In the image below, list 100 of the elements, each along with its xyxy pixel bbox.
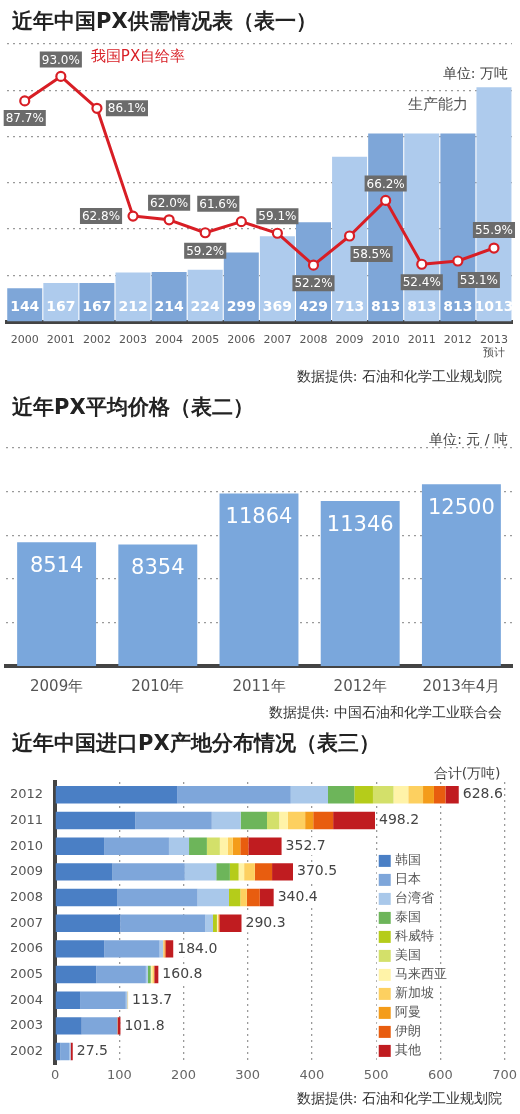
data-label: 59.1%: [258, 209, 297, 224]
data-label: 11346: [326, 511, 394, 536]
data-label: 52.4%: [402, 275, 441, 290]
y-tick-label: 2011: [9, 811, 44, 827]
legend-label: 日本: [394, 871, 421, 887]
data-label: 11864: [225, 504, 293, 529]
data-label: 1013: [474, 298, 514, 315]
x-tick-label: 2011年: [232, 676, 286, 695]
data-label: 8514: [29, 552, 84, 577]
total-label: 498.2: [379, 811, 420, 828]
y-tick-label: 2012: [9, 786, 44, 802]
x-tick-label: 700: [492, 1066, 518, 1082]
legend-label: 伊朗: [394, 1023, 421, 1039]
data-label: 61.6%: [199, 196, 238, 211]
total-label: 27.5: [76, 1042, 108, 1059]
x-tick-label: 2012年: [333, 676, 387, 695]
legend-label: 马来西亚: [394, 966, 447, 982]
data-label: 369: [262, 298, 293, 315]
total-label: 113.7: [132, 990, 173, 1007]
x-tick-label: 200: [171, 1066, 196, 1082]
y-tick-label: 2007: [9, 914, 44, 930]
x-tick-label: 400: [299, 1066, 325, 1082]
x-tick-label: 2006: [227, 333, 256, 347]
data-label: 144: [10, 298, 40, 315]
x-tick-label: 2000: [10, 333, 39, 347]
y-tick-label: 2008: [9, 888, 44, 904]
text: 单位: 元 / 吨: [429, 430, 508, 447]
series-label: 我国PX自给率: [90, 47, 186, 66]
x-tick-label: 2011: [407, 333, 436, 347]
data-label: 93.0%: [41, 52, 80, 67]
data-label: 429: [298, 298, 329, 315]
chart-title: 近年中国PX供需情况表（表一）: [11, 8, 318, 35]
legend-label: 泰国: [394, 909, 421, 925]
data-label: 58.5%: [352, 247, 391, 262]
x-tick-label: 2013 预计: [479, 333, 508, 360]
x-tick-label: 2008: [299, 333, 328, 347]
legend-label: 其他: [394, 1042, 421, 1058]
legend-label: 新加坡: [394, 985, 434, 1001]
total-label: 370.5: [297, 862, 338, 879]
total-label: 628.6: [462, 785, 503, 802]
y-tick-label: 2004: [9, 991, 44, 1007]
y-tick-label: 2005: [9, 965, 44, 981]
total-label: 101.8: [124, 1016, 165, 1033]
data-label: 713: [334, 298, 365, 315]
legend-label: 美国: [394, 947, 421, 963]
data-label: 55.9%: [474, 223, 514, 238]
data-label: 212: [118, 298, 148, 315]
x-tick-label: 600: [427, 1066, 453, 1082]
x-tick-label: 500: [363, 1066, 389, 1082]
x-tick-label: 2010: [371, 333, 400, 347]
total-label: 160.8: [162, 965, 203, 982]
data-label: 62.0%: [150, 195, 189, 210]
data-label: 53.1%: [459, 273, 498, 288]
data-label: 52.2%: [294, 276, 333, 291]
total-label: 184.0: [177, 939, 218, 956]
data-label: 224: [190, 298, 221, 315]
x-tick-label: 2007: [263, 333, 292, 347]
data-label: 59.2%: [186, 243, 225, 258]
legend-label: 韩国: [394, 852, 421, 868]
x-tick-label: 2013年4月: [422, 676, 501, 695]
x-tick-label: 0: [50, 1066, 60, 1082]
data-label: 214: [154, 298, 184, 315]
chart-title: 近年中国进口PX产地分布情况（表三）: [11, 730, 381, 757]
data-label: 12500: [427, 494, 495, 519]
x-tick-label: 2004: [155, 333, 184, 347]
x-tick-label: 2010年: [131, 676, 185, 695]
x-tick-label: 2003: [119, 333, 148, 347]
data-label: 66.2%: [366, 176, 405, 191]
chart-title: 近年PX平均价格（表二）: [11, 394, 255, 421]
data-label: 167: [46, 298, 76, 315]
text: 合计(万吨): [433, 764, 501, 781]
x-tick-label: 300: [235, 1066, 261, 1082]
total-label: 290.3: [245, 913, 286, 930]
y-tick-label: 2006: [9, 940, 44, 956]
series-label: 生产能力: [408, 95, 469, 114]
legend-label: 科威特: [394, 928, 434, 944]
data-label: 299: [226, 298, 256, 315]
data-label: 62.8%: [81, 209, 121, 224]
data-label: 813: [407, 298, 437, 315]
y-tick-label: 2010: [9, 837, 44, 853]
x-tick-label: 2002: [82, 333, 111, 347]
x-tick-label: 2009: [335, 333, 364, 347]
total-label: 352.7: [285, 836, 326, 853]
text: 数据提供: 石油和化学工业规划院: [295, 367, 503, 386]
text: 数据提供: 中国石油和化学工业联合会: [267, 703, 503, 722]
x-tick-label: 100: [106, 1066, 132, 1082]
total-label: 340.4: [277, 888, 318, 905]
text: 数据提供: 石油和化学工业规划院: [295, 1089, 503, 1108]
data-label: 86.1%: [107, 101, 146, 116]
legend-label: 阿曼: [394, 1004, 421, 1020]
data-label: 813: [371, 298, 401, 315]
x-tick-label: 2005: [191, 333, 220, 347]
annotation: 单位: 万吨: [442, 64, 508, 81]
x-tick-label: 2009年: [30, 676, 84, 695]
data-label: 87.7%: [5, 111, 44, 126]
data-label: 8354: [131, 555, 185, 580]
legend-label: 台湾省: [394, 890, 434, 906]
x-tick-label: 2001: [46, 333, 75, 347]
data-label: 167: [82, 298, 112, 315]
x-tick-label: 2012: [443, 333, 472, 347]
